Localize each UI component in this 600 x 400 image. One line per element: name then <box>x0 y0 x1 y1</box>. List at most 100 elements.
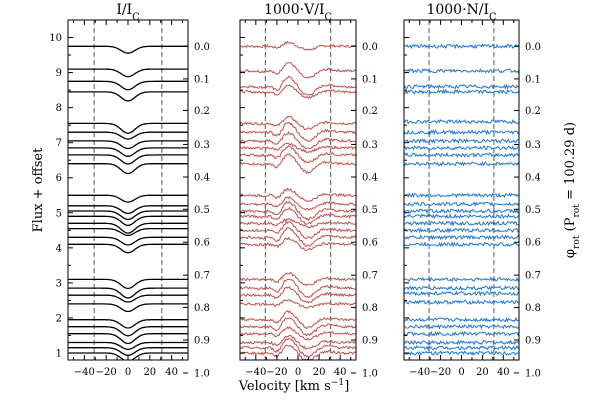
series-line-21 <box>240 286 356 304</box>
panel-1: −40 −20 0 20 40 1 2 3 4 5 6 7 8 9 10 0.0 0.1 0.2 0.3 0.4 0.5… <box>49 2 210 379</box>
series-line-28 <box>68 352 188 360</box>
series-line-8 <box>68 147 188 157</box>
series-line-4 <box>240 84 356 100</box>
series-line-19 <box>404 276 519 283</box>
series-line-19 <box>240 271 356 287</box>
panel-title: I/IC <box>116 2 139 23</box>
series-line-6 <box>68 131 188 140</box>
series-line-13 <box>240 200 356 222</box>
series-line-22 <box>68 303 188 313</box>
series-line-16 <box>240 220 356 240</box>
series-line-24 <box>404 323 519 330</box>
y2-tick-label: 0.1 <box>525 74 541 85</box>
x-tick-label: 20 <box>143 367 156 378</box>
y2-tick-label: 0.2 <box>362 106 378 117</box>
y-tick-label: 1 <box>56 348 62 359</box>
y2-tick-label: 0.2 <box>525 106 541 117</box>
x-tick-label: −20 <box>96 367 117 378</box>
y2-tick-label: 0.1 <box>194 74 210 85</box>
panels: −40 −20 0 20 40123456789100.00.10.20.30.40.5… <box>49 2 541 379</box>
x-tick-label: 20 <box>476 367 489 378</box>
y2-tick-label: 1.0 <box>194 368 210 379</box>
panel-3: −40 −20 0 20 40 0.0 0.1 0.2 0.3 0.4 0.5 0.6 0.7 0.8 0.… <box>403 2 541 379</box>
series-line-5 <box>68 122 188 134</box>
x-tick-label: −20 <box>266 367 287 378</box>
y-tick-label: 3 <box>56 278 62 289</box>
series-line-5 <box>240 115 356 131</box>
series-line-25 <box>404 330 519 337</box>
series-line-7 <box>404 137 519 144</box>
series-line-18 <box>240 236 356 252</box>
series-line-9 <box>240 145 356 164</box>
series-line-17 <box>68 236 188 246</box>
y2-tick-label: 1.0 <box>362 368 378 379</box>
x-axis-label: Velocity [km s−1] <box>238 378 350 394</box>
y2-tick-label: 0.6 <box>362 238 378 249</box>
series-line-10 <box>68 163 188 175</box>
series-line-23 <box>68 319 188 329</box>
x-tick-label: 40 <box>165 367 178 378</box>
series-line-2 <box>404 68 519 74</box>
series-line-18 <box>404 241 519 248</box>
y2-tick-label: 0.8 <box>525 303 541 314</box>
x-tick-label: −40 <box>245 367 266 378</box>
series-line-28 <box>240 344 356 360</box>
series-line-26 <box>240 334 356 350</box>
y2-tick-label: 0.0 <box>362 42 378 53</box>
series-line-26 <box>68 341 188 350</box>
x-tick-label: 40 <box>334 367 347 378</box>
series-line-14 <box>404 213 519 220</box>
panel-2: −40 −20 0 20 40 0.0 0.1 0.2 0.3 0.4 0.5 0.6 0.7 0.8 0.… <box>239 2 378 379</box>
y2-tick-label: 0.4 <box>194 173 210 184</box>
series-line-1 <box>404 43 519 50</box>
figure-labels: Velocity [km s−1] Flux + offset φrot (Prot… <box>31 122 582 394</box>
series-line-25 <box>68 333 188 345</box>
y2-tick-label: 0.7 <box>194 271 210 282</box>
series-line-24 <box>68 326 188 337</box>
series-line-20 <box>404 285 519 292</box>
y2-tick-label: 0.7 <box>525 271 541 282</box>
series-line-17 <box>404 234 519 241</box>
y-tick-label: 5 <box>56 208 62 219</box>
y2-tick-label: 1.0 <box>525 368 541 379</box>
series-line-8 <box>240 142 356 153</box>
y-tick-label: 4 <box>56 243 62 254</box>
series-line-11 <box>68 194 188 203</box>
series-line-14 <box>68 215 188 227</box>
series-line-7 <box>240 131 356 150</box>
plot-area <box>240 20 356 360</box>
x-tick-label: 0 <box>458 367 464 378</box>
series-line-24 <box>240 317 356 337</box>
panel-title: 1000·V/IC <box>264 2 332 23</box>
series-line-21 <box>404 290 519 297</box>
series-line-10 <box>404 160 519 167</box>
series-line-12 <box>240 195 356 211</box>
series-line-13 <box>404 208 519 215</box>
series-line-4 <box>404 88 519 95</box>
series-line-13 <box>68 210 188 221</box>
series-line-21 <box>68 294 188 303</box>
y2-tick-label: 0.5 <box>194 205 210 216</box>
plot-area <box>404 20 519 360</box>
y2-tick-label: 0.7 <box>362 271 378 282</box>
y-tick-label: 7 <box>56 138 62 149</box>
y2-tick-label: 0.0 <box>194 42 210 53</box>
series-line-6 <box>404 129 519 136</box>
x-tick-label: 0 <box>295 367 301 378</box>
series-line-12 <box>68 205 188 215</box>
x-tick-label: −20 <box>430 367 451 378</box>
y2-tick-label: 0.8 <box>194 303 210 314</box>
y-tick-label: 2 <box>56 313 62 324</box>
series-line-15 <box>240 218 356 229</box>
series-line-2 <box>240 61 356 79</box>
y2-tick-label: 0.4 <box>525 173 541 184</box>
series-line-14 <box>240 206 356 225</box>
y2-tick-label: 0.9 <box>362 336 378 347</box>
series-line-7 <box>68 140 188 150</box>
y2-axis-label: φrot (Prot = 100.29 d) <box>563 122 582 258</box>
series-line-15 <box>404 220 519 227</box>
series-line-20 <box>240 278 356 299</box>
y2-tick-label: 0.0 <box>525 42 541 53</box>
series-line-18 <box>68 243 188 254</box>
